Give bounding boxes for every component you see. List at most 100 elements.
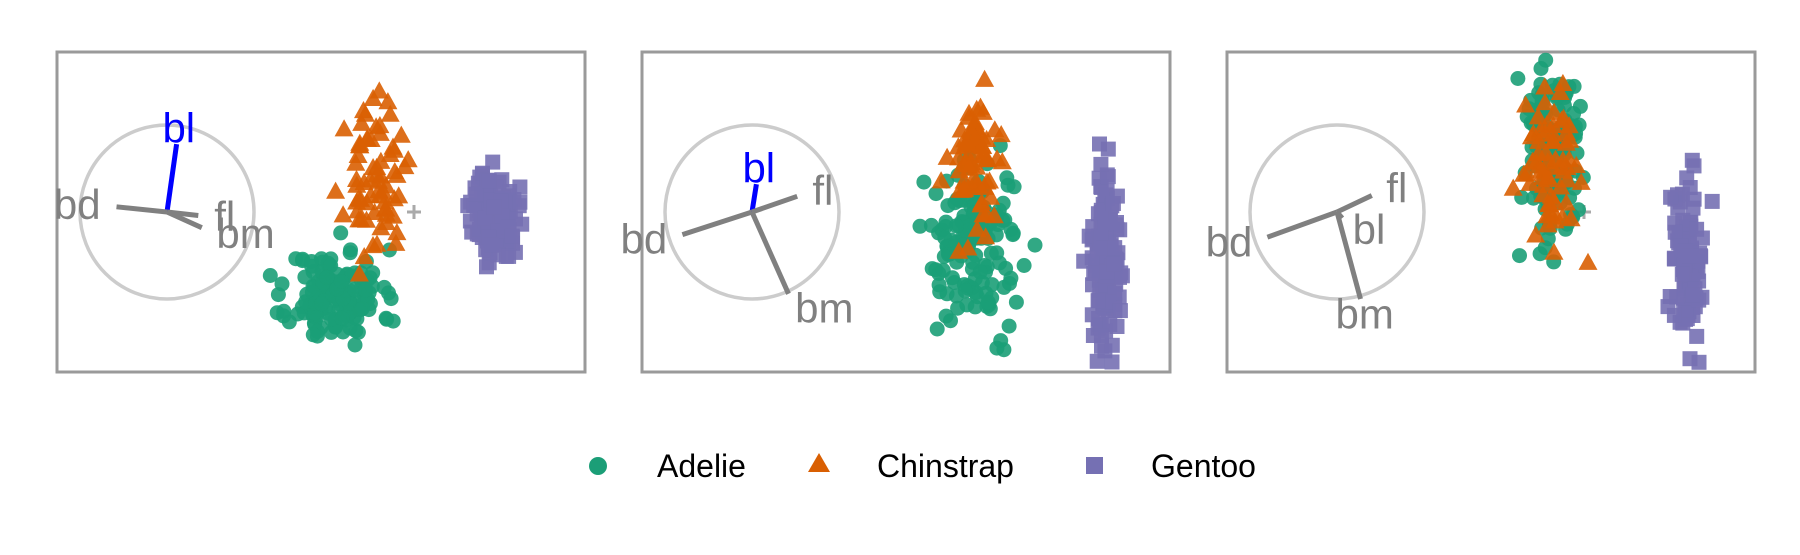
point-adelie: [319, 269, 335, 285]
points: [1503, 52, 1720, 370]
point-chinstrap: [1535, 93, 1555, 111]
point-gentoo: [1112, 269, 1127, 285]
point-gentoo: [1684, 152, 1700, 168]
point-chinstrap: [977, 204, 996, 222]
point-gentoo: [1666, 307, 1682, 323]
point-gentoo: [1674, 266, 1690, 282]
axis-circle: [1248, 123, 1426, 301]
axis-circle: [663, 123, 841, 301]
point-gentoo: [462, 213, 478, 229]
axis-label-fl: fl: [1386, 165, 1407, 212]
point-adelie: [274, 276, 290, 292]
point-chinstrap: [334, 119, 354, 137]
point-adelie: [333, 225, 349, 241]
point-chinstrap: [1556, 133, 1576, 151]
point-adelie: [1027, 237, 1043, 253]
point-adelie: [1532, 246, 1548, 262]
point-gentoo: [1104, 354, 1120, 370]
point-chinstrap: [333, 205, 353, 223]
point-chinstrap: [958, 238, 978, 256]
point-chinstrap: [937, 147, 957, 165]
point-chinstrap: [1544, 191, 1564, 209]
point-chinstrap: [369, 81, 389, 99]
point-gentoo: [1689, 221, 1705, 237]
axis-label-bl: bl: [162, 104, 195, 151]
axis-label-fl: fl: [812, 167, 833, 214]
point-adelie: [323, 311, 339, 327]
point-chinstrap: [1554, 108, 1573, 126]
point-gentoo: [1693, 248, 1708, 264]
point-chinstrap: [961, 121, 981, 139]
axis-line-fl: [1335, 193, 1373, 215]
point-chinstrap: [1528, 107, 1548, 125]
point-chinstrap: [985, 120, 1005, 138]
point-gentoo: [1093, 156, 1109, 172]
point-chinstrap: [347, 175, 367, 193]
point-chinstrap: [981, 187, 1001, 205]
point-chinstrap: [977, 172, 997, 190]
point-chinstrap: [387, 223, 407, 241]
point-gentoo: [1667, 224, 1683, 240]
point-chinstrap: [992, 152, 1012, 170]
legend-label-gentoo: Gentoo: [1151, 448, 1256, 484]
legend-marker-gentoo: [1086, 457, 1103, 474]
point-chinstrap: [1529, 131, 1549, 149]
point-chinstrap: [349, 264, 369, 282]
legend-marker-chinstrap: [808, 453, 830, 472]
point-adelie: [334, 310, 350, 326]
axis-line-bm: [1334, 211, 1363, 300]
point-adelie: [1002, 276, 1017, 291]
point-chinstrap: [931, 171, 951, 189]
axis-label-bd: bd: [620, 216, 667, 263]
point-adelie: [959, 297, 975, 313]
point-chinstrap: [389, 186, 409, 204]
points: [912, 69, 1130, 370]
point-chinstrap: [355, 104, 375, 122]
point-gentoo: [501, 248, 517, 264]
point-gentoo: [485, 154, 501, 170]
point-adelie: [1510, 71, 1526, 86]
panel-frame: [640, 50, 1172, 374]
point-adelie: [935, 262, 951, 278]
point-gentoo: [468, 186, 484, 202]
point-adelie: [347, 282, 362, 298]
point-chinstrap: [1557, 123, 1576, 141]
point-adelie: [989, 340, 1005, 356]
point-adelie: [343, 242, 358, 258]
point-chinstrap: [1520, 173, 1540, 191]
point-adelie: [912, 218, 928, 234]
point-gentoo: [504, 228, 520, 244]
point-adelie: [948, 218, 964, 234]
point-chinstrap: [967, 99, 987, 117]
point-chinstrap: [975, 69, 995, 87]
legend-label-chinstrap: Chinstrap: [877, 448, 1014, 484]
point-gentoo: [1682, 351, 1698, 367]
point-gentoo: [1112, 303, 1128, 319]
legend-label-adelie: Adelie: [657, 448, 746, 484]
axis-label-bd: bd: [1206, 219, 1253, 266]
point-chinstrap: [967, 219, 987, 237]
point-gentoo: [512, 194, 528, 210]
point-gentoo: [481, 173, 497, 189]
point-gentoo: [1097, 216, 1113, 232]
point-chinstrap: [380, 144, 400, 162]
point-chinstrap: [1535, 77, 1555, 95]
point-chinstrap: [1503, 178, 1523, 196]
point-adelie: [928, 186, 944, 202]
point-adelie: [334, 274, 349, 289]
point-adelie: [376, 279, 392, 295]
point-adelie: [947, 195, 963, 211]
point-chinstrap: [395, 157, 415, 175]
point-gentoo: [512, 179, 528, 195]
axis-line-bm: [749, 210, 791, 295]
point-adelie: [916, 174, 932, 190]
axis-circle: [78, 123, 256, 301]
point-chinstrap: [1538, 215, 1558, 233]
point-adelie: [1008, 294, 1024, 310]
point-chinstrap: [1517, 163, 1537, 181]
point-chinstrap: [326, 181, 346, 199]
point-adelie: [305, 327, 321, 343]
point-gentoo: [1086, 266, 1102, 281]
